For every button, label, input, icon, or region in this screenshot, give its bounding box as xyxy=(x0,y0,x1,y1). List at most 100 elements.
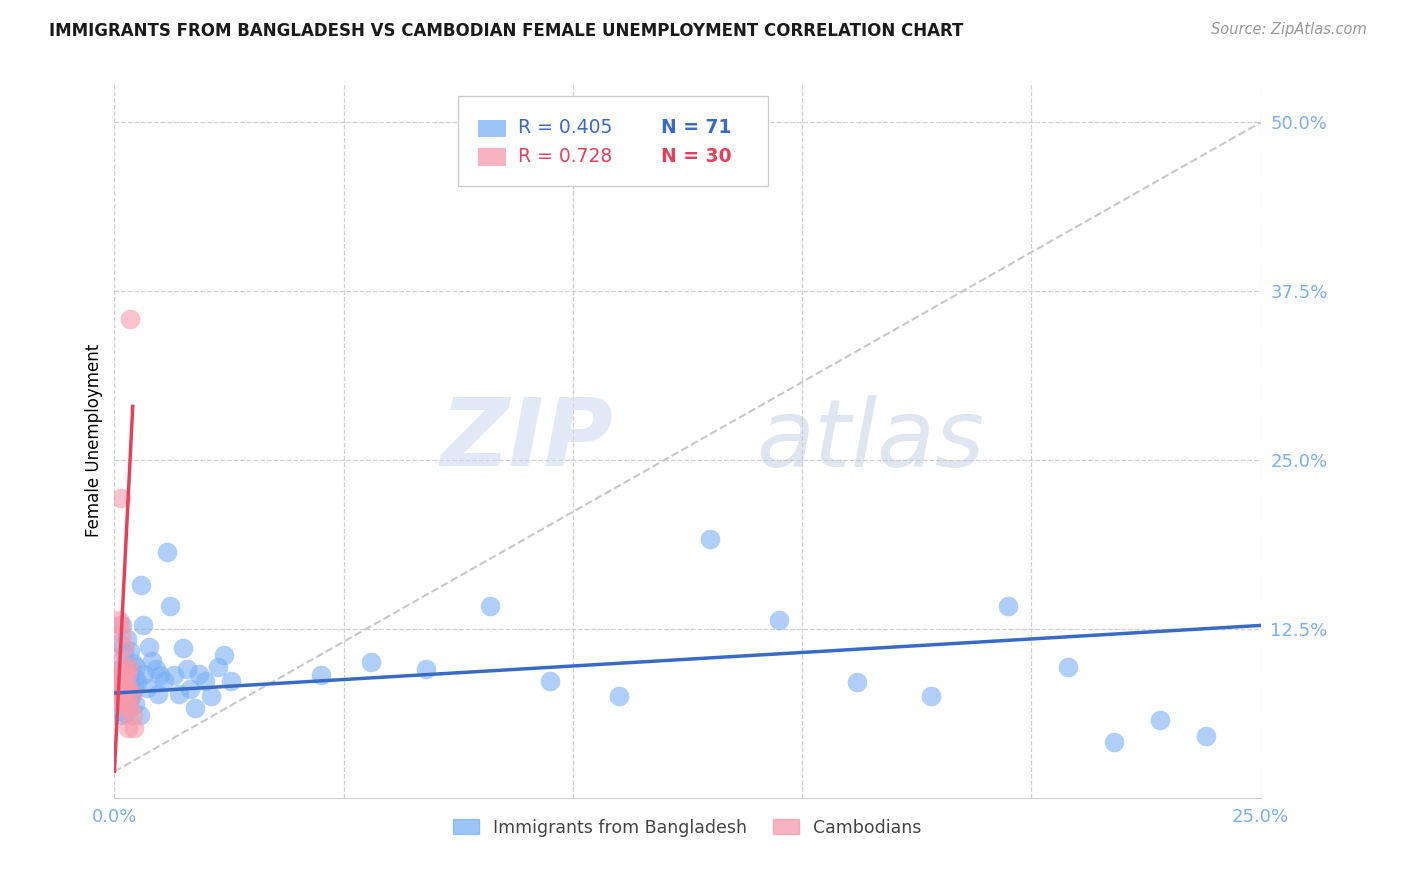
Point xyxy=(163,668,186,682)
Text: R = 0.728: R = 0.728 xyxy=(517,147,612,166)
Bar xyxy=(478,120,506,137)
Point xyxy=(117,632,139,646)
Point xyxy=(415,662,437,676)
Point xyxy=(111,707,134,722)
Point xyxy=(114,640,136,654)
Point xyxy=(120,690,142,704)
Point xyxy=(768,613,790,627)
Point xyxy=(179,681,201,696)
Point xyxy=(145,662,167,676)
Text: atlas: atlas xyxy=(756,394,984,485)
Point xyxy=(997,599,1019,614)
Point xyxy=(141,654,163,668)
Point xyxy=(117,681,139,695)
Text: R = 0.405: R = 0.405 xyxy=(517,119,612,137)
Point xyxy=(110,673,132,687)
Point xyxy=(112,689,135,703)
Point xyxy=(117,696,139,710)
Point xyxy=(121,668,143,682)
Point xyxy=(360,655,382,669)
Point xyxy=(221,673,243,688)
Point xyxy=(207,660,229,674)
Text: IMMIGRANTS FROM BANGLADESH VS CAMBODIAN FEMALE UNEMPLOYMENT CORRELATION CHART: IMMIGRANTS FROM BANGLADESH VS CAMBODIAN … xyxy=(49,22,963,40)
Point xyxy=(121,657,143,671)
Point xyxy=(107,667,129,681)
Point xyxy=(114,706,136,721)
Point xyxy=(114,662,136,676)
Point xyxy=(117,675,139,690)
Point xyxy=(122,721,145,735)
Point xyxy=(135,681,157,695)
Point xyxy=(920,689,942,703)
Point xyxy=(117,670,139,684)
Point xyxy=(112,659,135,673)
Legend: Immigrants from Bangladesh, Cambodians: Immigrants from Bangladesh, Cambodians xyxy=(447,812,928,844)
Point xyxy=(118,662,141,676)
Point xyxy=(110,636,132,650)
Point xyxy=(118,660,141,674)
Text: Source: ZipAtlas.com: Source: ZipAtlas.com xyxy=(1211,22,1367,37)
Point xyxy=(112,667,135,681)
Bar xyxy=(478,148,506,166)
Point xyxy=(107,681,129,695)
Point xyxy=(107,694,129,708)
Point xyxy=(115,694,138,708)
Point xyxy=(114,683,136,698)
FancyBboxPatch shape xyxy=(458,96,768,186)
Point xyxy=(183,701,205,715)
Point xyxy=(846,675,869,690)
Point xyxy=(172,641,194,656)
Point xyxy=(117,667,139,681)
Point xyxy=(167,687,190,701)
Point xyxy=(111,626,134,640)
Point xyxy=(117,721,139,735)
Text: N = 71: N = 71 xyxy=(661,119,731,137)
Point xyxy=(108,694,131,708)
Point xyxy=(115,687,138,701)
Point xyxy=(112,687,135,701)
Text: N = 30: N = 30 xyxy=(661,147,731,166)
Point xyxy=(120,678,142,692)
Point xyxy=(176,662,198,676)
Point xyxy=(111,667,134,681)
Point xyxy=(699,532,721,546)
Point xyxy=(110,686,132,700)
Point xyxy=(118,644,141,658)
Point xyxy=(194,673,217,688)
Point xyxy=(122,681,145,696)
Point xyxy=(132,618,155,632)
Point xyxy=(479,599,502,614)
Point xyxy=(112,694,135,708)
Point xyxy=(112,645,135,659)
Point xyxy=(159,599,181,614)
Point xyxy=(121,707,143,722)
Point xyxy=(108,663,131,677)
Point xyxy=(1102,735,1125,749)
Point xyxy=(111,679,134,693)
Point xyxy=(121,687,143,701)
Point xyxy=(108,654,131,668)
Point xyxy=(129,578,152,592)
Point xyxy=(607,689,630,703)
Text: ZIP: ZIP xyxy=(440,394,613,486)
Point xyxy=(118,701,141,715)
Point xyxy=(115,667,138,681)
Point xyxy=(125,660,148,674)
Point xyxy=(110,681,132,695)
Point xyxy=(146,687,169,701)
Point xyxy=(120,311,142,326)
Y-axis label: Female Unemployment: Female Unemployment xyxy=(86,343,103,537)
Point xyxy=(153,673,176,688)
Point xyxy=(214,648,236,662)
Point xyxy=(128,707,150,722)
Point xyxy=(124,671,146,685)
Point xyxy=(115,675,138,690)
Point xyxy=(127,675,149,690)
Point xyxy=(188,667,211,681)
Point xyxy=(111,618,134,632)
Point xyxy=(110,491,132,506)
Point xyxy=(115,702,138,716)
Point xyxy=(1194,729,1216,743)
Point xyxy=(538,673,561,688)
Point xyxy=(1057,660,1080,674)
